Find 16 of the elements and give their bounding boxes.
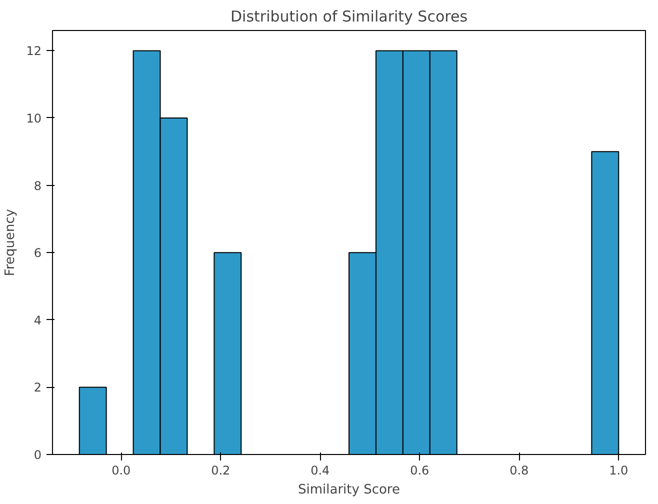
y-tick-label: 8 (34, 178, 42, 193)
y-tick-label: 0 (34, 448, 42, 462)
x-tick-label: 0.2 (211, 464, 230, 478)
x-tick-label: 0.4 (310, 464, 330, 478)
y-tick-label: 4 (34, 313, 42, 328)
x-tick-label: 0.0 (112, 464, 131, 478)
y-tick-label: 2 (34, 380, 42, 395)
y-tick-label: 12 (26, 44, 42, 58)
y-axis-title: Frequency (3, 208, 18, 276)
x-tick-label: 1.0 (609, 464, 628, 478)
x-tick-label: 0.6 (410, 464, 430, 478)
x-axis-title: Similarity Score (298, 482, 400, 498)
x-tick-label: 0.8 (510, 464, 529, 478)
y-tick-label: 10 (26, 111, 42, 126)
y-tick-label: 6 (34, 246, 42, 260)
chart-title: Distribution of Similarity Scores (230, 8, 468, 26)
